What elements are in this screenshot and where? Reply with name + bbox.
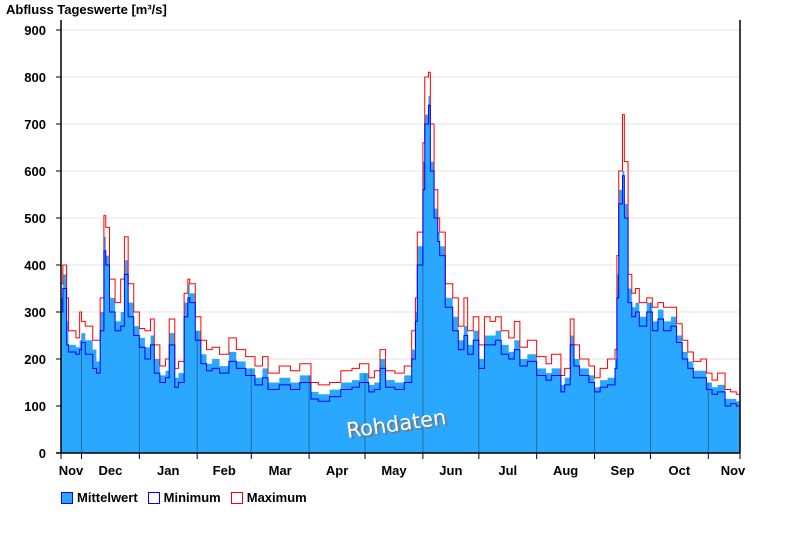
x-tick-label-jul: Jul: [498, 463, 517, 478]
legend-label: Minimum: [163, 490, 221, 505]
x-tick-label-jun: Jun: [439, 463, 462, 478]
x-tick-label-sep: Sep: [611, 463, 635, 478]
x-tick-label-aug: Aug: [553, 463, 578, 478]
y-tick-label: 200: [24, 352, 46, 367]
legend-swatch-mean: [61, 491, 73, 504]
legend-swatch-max: [230, 491, 243, 504]
x-tick-label-jan: Jan: [157, 463, 179, 478]
maximum-line: [61, 71, 740, 395]
y-tick-label: 300: [24, 305, 46, 320]
legend-swatch-min: [147, 491, 160, 504]
x-tick-label-dec: Dec: [99, 463, 123, 478]
y-tick-label: 0: [39, 446, 46, 461]
x-tick-label-apr: Apr: [326, 463, 348, 478]
legend-item-minimum: Minimum: [147, 490, 221, 505]
mean-area: [61, 95, 740, 454]
axes: [56, 20, 741, 459]
x-tick-label-nov: Nov: [59, 463, 84, 478]
legend-label: Mittelwert: [77, 490, 138, 505]
y-tick-label: 700: [24, 117, 46, 132]
x-tick-label-may: May: [381, 463, 407, 478]
chart-title: Abfluss Tageswerte [m³/s]: [6, 2, 167, 17]
x-tick-label-mar: Mar: [269, 463, 292, 478]
x-axis-ticks: Nov Dec Jan Feb Mar Apr May Jun Jul Aug Sep Oct Nov: [59, 453, 746, 478]
legend-item-mittelwert: Mittelwert: [61, 490, 138, 505]
y-tick-label: 500: [24, 211, 46, 226]
minimum-line: [61, 104, 741, 414]
x-tick-label-oct: Oct: [669, 463, 691, 478]
x-tick-label-feb: Feb: [213, 463, 236, 478]
y-tick-label: 100: [24, 399, 46, 414]
y-tick-label: 600: [24, 164, 46, 179]
legend-item-maximum: Maximum: [230, 490, 307, 505]
y-tick-label: 400: [24, 258, 46, 273]
legend: Mittelwert Minimum Maximum: [61, 490, 307, 505]
y-axis-ticks: 0 100 200 300 400 500 600 700 800 900: [24, 23, 61, 461]
x-tick-label-nov: Nov: [721, 463, 746, 478]
legend-label: Maximum: [246, 490, 307, 505]
y-tick-label: 900: [24, 23, 46, 38]
y-tick-label: 800: [24, 70, 46, 85]
